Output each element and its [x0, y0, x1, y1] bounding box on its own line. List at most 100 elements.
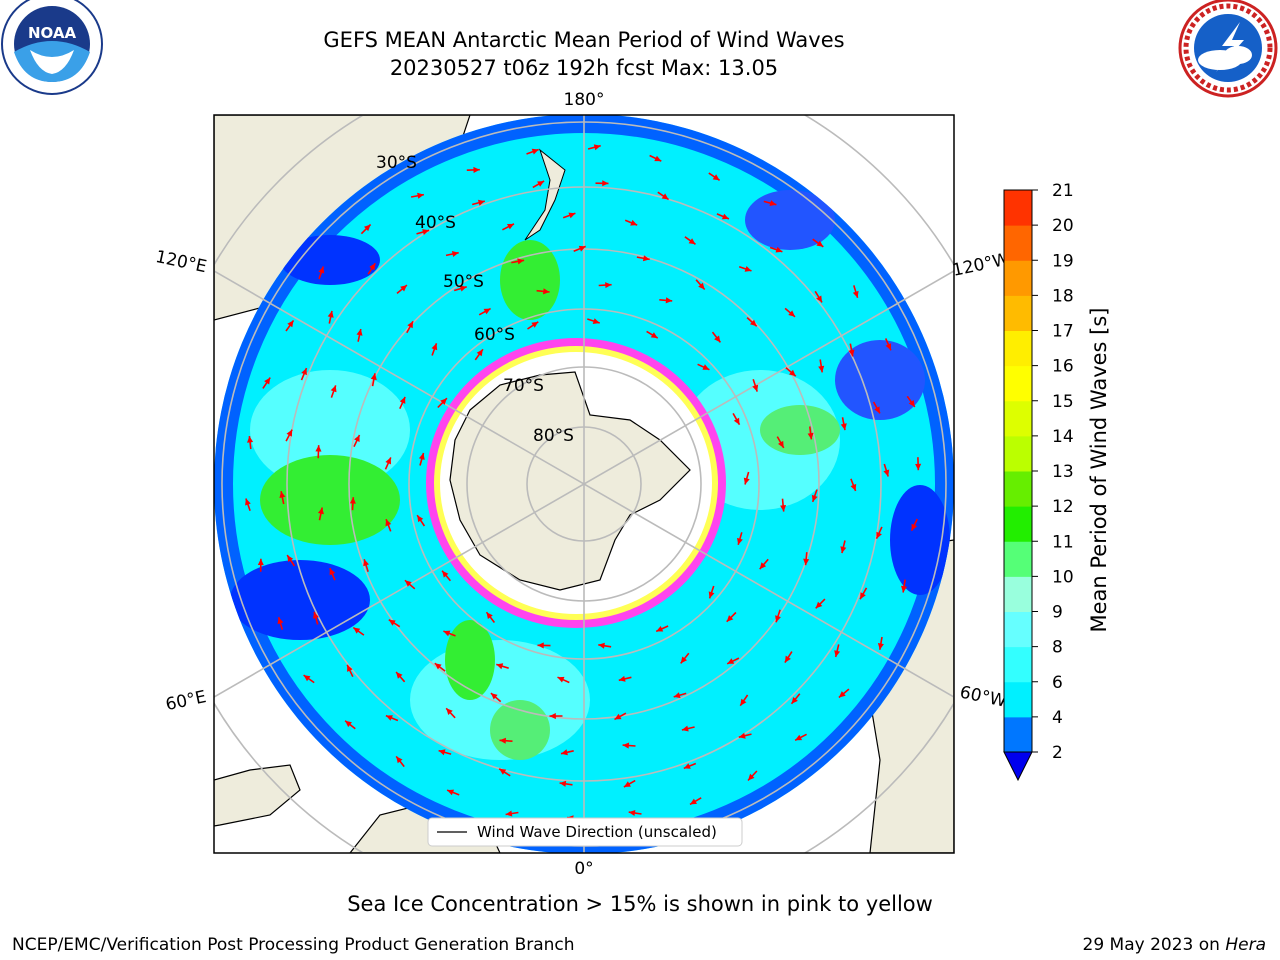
colorbar-tick-label: 15	[1052, 392, 1074, 412]
wind-wave-arrowhead	[769, 200, 777, 206]
wind-wave-arrowhead	[354, 435, 360, 442]
wind-wave-arrowhead	[317, 507, 324, 515]
wind-wave-arrowhead	[593, 144, 601, 151]
map-panel: Wind Wave Direction (unscaled) 30°S 40°S…	[154, 90, 1012, 879]
colorbar-segment	[1004, 190, 1032, 226]
wind-wave-arrowhead	[885, 343, 892, 351]
wind-wave-arrowhead	[486, 612, 493, 619]
wind-wave-arrowhead	[473, 166, 480, 173]
wind-wave-arrowhead	[815, 601, 823, 609]
wind-wave-arrowhead	[791, 697, 798, 704]
wind-wave-arrowhead	[364, 224, 371, 232]
colorbar-tick-label: 19	[1052, 251, 1074, 271]
wind-wave-arrowhead	[748, 773, 755, 781]
wind-wave-arrowhead	[370, 373, 377, 381]
lon-label-180: 180°	[564, 90, 605, 110]
wind-wave-arrowhead	[557, 676, 565, 683]
wind-wave-arrowhead	[568, 212, 576, 219]
wind-wave-arrowhead	[838, 691, 846, 698]
colorbar-tick-label: 2	[1052, 743, 1063, 763]
wind-wave-arrowhead	[407, 321, 413, 329]
colorbar-tick-label: 21	[1052, 181, 1074, 201]
wind-wave-arrowhead	[277, 617, 284, 625]
wind-wave-arrowhead	[363, 559, 369, 567]
footer-date-text: 29 May 2023 on	[1083, 935, 1226, 955]
colorbar-segment	[1004, 506, 1032, 542]
green-patch	[490, 700, 550, 760]
colorbar-segment	[1004, 435, 1032, 472]
wind-wave-arrowhead	[447, 789, 455, 796]
wind-wave-arrowhead	[245, 498, 251, 506]
wind-wave-arrowhead	[744, 266, 752, 272]
wind-wave-arrowhead	[614, 713, 622, 720]
colorbar-underflow	[1003, 751, 1033, 782]
wind-wave-arrowhead	[712, 174, 720, 181]
chart-subtitle: 20230527 t06z 192h fcst Max: 13.05	[389, 56, 779, 80]
wind-wave-arrowhead	[247, 436, 254, 443]
wind-wave-arrowhead	[440, 398, 447, 405]
chart-title: GEFS MEAN Antarctic Mean Period of Wind …	[323, 28, 845, 52]
deep-blue-patch	[835, 340, 925, 420]
colorbar-tick-label: 20	[1052, 216, 1074, 236]
wind-wave-arrowhead	[780, 505, 787, 512]
wind-wave-arrowhead	[438, 749, 446, 756]
wind-wave-arrowhead	[650, 332, 658, 339]
wind-wave-arrowhead	[738, 732, 746, 739]
colorbar-tick-label: 12	[1052, 497, 1074, 517]
wind-wave-arrowhead	[702, 364, 710, 370]
lon-label-120w: 120°W	[951, 249, 1012, 281]
wind-wave-arrowhead	[443, 630, 451, 637]
lon-label-120e: 120°E	[154, 247, 209, 277]
colorbar-segment	[1004, 681, 1032, 718]
wind-wave-arrowhead	[743, 477, 750, 485]
lon-label-60e: 60°E	[164, 687, 208, 715]
wind-wave-arrowhead	[559, 780, 567, 787]
colorbar-tick-label: 8	[1052, 638, 1063, 658]
wind-wave-arrowhead	[681, 725, 689, 732]
wind-wave-arrowhead	[418, 453, 425, 460]
wind-wave-arrowhead	[816, 240, 824, 247]
wind-wave-arrowhead	[789, 369, 796, 377]
nws-logo	[1178, 0, 1278, 98]
lat-label-80s: 80°S	[533, 426, 574, 446]
wind-wave-arrowhead	[396, 756, 403, 764]
wind-wave-arrowhead	[286, 429, 293, 437]
wind-wave-arrowhead	[369, 263, 376, 271]
wind-wave-arrowhead	[698, 282, 705, 290]
wind-wave-arrowhead	[578, 245, 586, 252]
wind-wave-arrowhead	[451, 251, 459, 257]
wind-wave-arrowhead	[431, 343, 438, 351]
wind-wave-arrowhead	[476, 349, 483, 357]
wind-wave-arrowhead	[499, 768, 507, 775]
deep-blue-patch	[745, 190, 835, 250]
wind-wave-arrowhead	[388, 619, 396, 626]
wind-wave-arrowhead	[279, 491, 286, 498]
noaa-logo: NOAA	[1, 0, 103, 95]
wind-wave-arrowhead	[477, 199, 485, 206]
wind-wave-arrowhead	[318, 266, 325, 274]
footer-credit: NCEP/EMC/Verification Post Processing Pr…	[12, 935, 575, 955]
wind-wave-arrowhead	[490, 693, 498, 700]
lat-label-70s: 70°S	[503, 376, 544, 396]
wind-wave-arrowhead	[803, 558, 810, 566]
footer-date: 29 May 2023 on Hera	[1083, 935, 1267, 955]
wind-wave-arrowhead	[623, 781, 631, 787]
wind-wave-arrowhead	[505, 810, 513, 817]
wind-wave-arrowhead	[404, 580, 412, 587]
colorbar-segment	[1004, 541, 1032, 577]
wind-wave-arrowhead	[795, 734, 803, 741]
wind-wave-arrowhead	[531, 321, 539, 328]
wind-wave-arrowhead	[499, 737, 506, 744]
wind-wave-arrowhead	[721, 213, 729, 220]
wind-wave-arrowhead	[400, 285, 407, 292]
wind-wave-arrowhead	[313, 611, 319, 619]
wind-wave-arrowhead	[708, 591, 715, 599]
wind-wave-arrowhead	[434, 663, 442, 670]
wind-wave-arrowhead	[714, 335, 721, 343]
colorbar-segment	[1004, 646, 1032, 683]
colorbar-segment	[1004, 225, 1032, 261]
wind-wave-arrowhead	[848, 349, 855, 357]
lat-label-30s: 30°S	[376, 153, 417, 173]
wind-wave-arrowhead	[690, 798, 697, 805]
